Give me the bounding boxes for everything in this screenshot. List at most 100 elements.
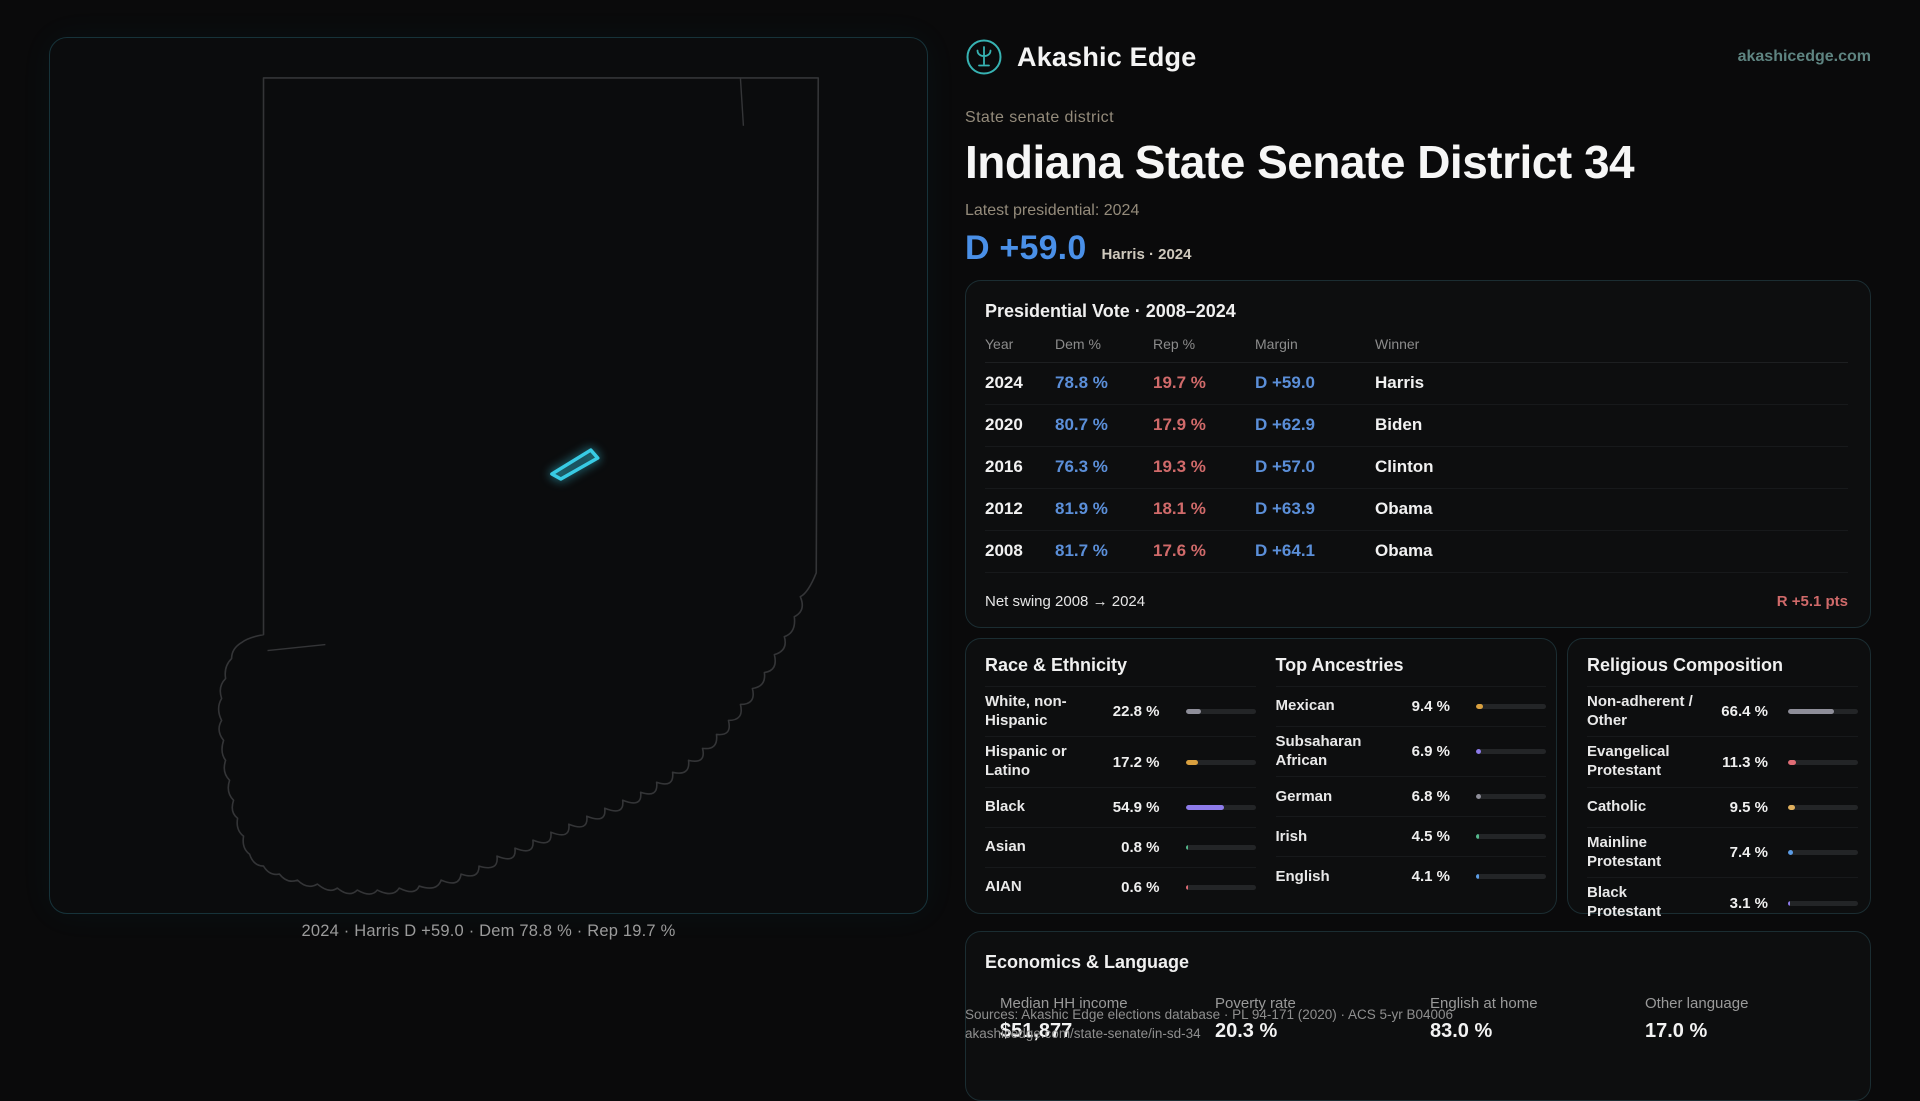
stat-label: Asian — [985, 838, 1026, 856]
religion-title: Religious Composition — [1587, 654, 1783, 675]
presidential-table: Year Dem % Rep % Margin Winner 2024 78.8… — [966, 326, 1870, 573]
latest-presidential-label: Latest presidential: 2024 — [965, 201, 1140, 219]
county-boundary-tick-west — [267, 643, 326, 652]
presidential-card-title: Presidential Vote · 2008–2024 — [985, 300, 1236, 321]
list-item: Irish 4.5 % — [1275, 816, 1546, 856]
stat-label: Other language — [1645, 994, 1749, 1012]
ancestry-column: Top Ancestries Mexican 9.4 % Subsaharan … — [1275, 655, 1546, 899]
stat-label: Mexican — [1275, 697, 1335, 715]
stat-value: 6.8 % — [1411, 788, 1450, 806]
stat-value: 9.5 % — [1729, 798, 1768, 816]
cell-winner: Harris — [1375, 373, 1425, 393]
cell-year: 2012 — [985, 499, 1023, 519]
stat-bar-fill — [1185, 884, 1188, 890]
stat-bar-track — [1185, 709, 1256, 715]
net-swing-label: Net swing 2008 → 2024 — [985, 592, 1146, 610]
detail-panel: Akashic Edge akashicedge.com State senat… — [965, 0, 1871, 1101]
stat-bar-fill — [1476, 703, 1483, 709]
cell-margin: D +64.1 — [1255, 541, 1316, 561]
stat-bar-fill — [1185, 759, 1198, 765]
economics-stat: Other language 17.0 % — [1633, 995, 1848, 1043]
list-item: White, non-Hispanic 22.8 % — [985, 685, 1256, 737]
list-item: Mainline Protestant 7.4 % — [1587, 826, 1858, 878]
stat-value: 66.4 % — [1721, 703, 1768, 721]
cell-margin: D +59.0 — [1255, 373, 1316, 393]
stat-bar-fill — [1476, 749, 1481, 755]
stat-bar-fill — [1788, 709, 1835, 715]
stat-bar-track — [1185, 884, 1256, 890]
cell-dem-pct: 80.7 % — [1055, 415, 1108, 435]
list-item: German 6.8 % — [1275, 776, 1546, 816]
stat-label: White, non-Hispanic — [985, 692, 1067, 729]
stat-bar-track — [1185, 759, 1256, 765]
county-boundary-tick-north — [739, 77, 745, 126]
cell-year: 2016 — [985, 457, 1023, 477]
col-year: Year — [985, 335, 1014, 352]
cell-winner: Obama — [1375, 499, 1433, 519]
stat-value: 22.8 % — [1112, 703, 1160, 721]
stat-bar-fill — [1476, 834, 1480, 840]
cell-margin: D +62.9 — [1255, 415, 1316, 435]
stat-bar-fill — [1185, 844, 1188, 850]
presidential-vote-card: Presidential Vote · 2008–2024 Year Dem %… — [965, 279, 1871, 628]
stat-bar-fill — [1476, 794, 1481, 800]
cell-dem-pct: 81.7 % — [1055, 541, 1108, 561]
religion-list: Non-adherent / Other 66.4 % Evangelical … — [1587, 685, 1858, 928]
stat-label: Median HH income — [1000, 994, 1128, 1012]
list-item: AIAN 0.6 % — [985, 866, 1256, 907]
stat-label: Black Protestant — [1587, 884, 1662, 921]
religion-card: Religious Composition Non-adherent / Oth… — [1567, 637, 1871, 920]
stat-value: 0.6 % — [1121, 878, 1160, 896]
cell-year: 2020 — [985, 415, 1023, 435]
economics-card-title: Economics & Language — [985, 951, 1190, 972]
cell-rep-pct: 17.9 % — [1153, 415, 1206, 435]
district-shape[interactable] — [550, 448, 600, 481]
stat-bar-track — [1185, 844, 1256, 850]
cell-margin: D +57.0 — [1255, 457, 1316, 477]
economics-stats: Median HH income $51,877 Poverty rate 20… — [966, 995, 1870, 1043]
stat-label: Poverty rate — [1215, 994, 1296, 1012]
stat-value: 0.8 % — [1121, 838, 1160, 856]
stat-bar-fill — [1788, 850, 1794, 856]
district-type-kicker: State senate district — [965, 109, 1114, 126]
stat-label: English — [1275, 867, 1330, 885]
table-row: 2020 80.7 % 17.9 % D +62.9 Biden — [985, 405, 1848, 447]
stat-label: Non-adherent / Other — [1587, 692, 1693, 729]
stat-label: Catholic — [1587, 798, 1647, 816]
race-list: White, non-Hispanic 22.8 % Hispanic or L… — [985, 685, 1256, 907]
stat-value: 9.4 % — [1411, 697, 1450, 715]
col-dem: Dem % — [1055, 335, 1101, 352]
presidential-table-body: 2024 78.8 % 19.7 % D +59.0 Harris 2020 8… — [985, 363, 1848, 573]
ancestries-list: Mexican 9.4 % Subsaharan African 6.9 % G — [1275, 685, 1546, 897]
page-title: Indiana State Senate District 34 — [965, 136, 1635, 188]
stat-value: $51,877 — [1000, 1019, 1073, 1042]
indiana-map — [217, 77, 820, 895]
district-map-panel — [49, 37, 928, 914]
stat-label: Evangelical Protestant — [1587, 743, 1670, 780]
stat-value: 4.5 % — [1411, 828, 1450, 846]
akashic-edge-logo-icon[interactable] — [965, 38, 1003, 76]
stat-bar-fill — [1788, 900, 1791, 906]
stat-bar-track — [1476, 874, 1546, 880]
site-domain-link[interactable]: akashicedge.com — [1737, 48, 1871, 65]
economics-stat: English at home 83.0 % — [1418, 995, 1633, 1043]
table-row: 2008 81.7 % 17.6 % D +64.1 Obama — [985, 531, 1848, 573]
stat-value: 3.1 % — [1729, 894, 1768, 912]
table-row: 2012 81.9 % 18.1 % D +63.9 Obama — [985, 489, 1848, 531]
cell-margin: D +63.9 — [1255, 499, 1316, 519]
list-item: Black 54.9 % — [985, 786, 1256, 827]
col-winner: Winner — [1375, 335, 1420, 352]
cell-rep-pct: 19.7 % — [1153, 373, 1206, 393]
cell-winner: Obama — [1375, 541, 1433, 561]
headline-margin-row: D +59.0 Harris · 2024 — [965, 229, 1871, 268]
cell-winner: Biden — [1375, 415, 1423, 435]
stat-label: Black — [985, 798, 1026, 816]
list-item: Subsaharan African 6.9 % — [1275, 725, 1546, 777]
stat-label: German — [1275, 787, 1333, 805]
brand-name[interactable]: Akashic Edge — [1017, 41, 1197, 72]
cell-rep-pct: 18.1 % — [1153, 499, 1206, 519]
stat-value: 20.3 % — [1215, 1019, 1278, 1042]
list-item: Catholic 9.5 % — [1587, 786, 1858, 827]
headline-margin-value: D +59.0 — [965, 228, 1087, 267]
net-swing-row: Net swing 2008 → 2024 R +5.1 pts — [966, 573, 1870, 610]
